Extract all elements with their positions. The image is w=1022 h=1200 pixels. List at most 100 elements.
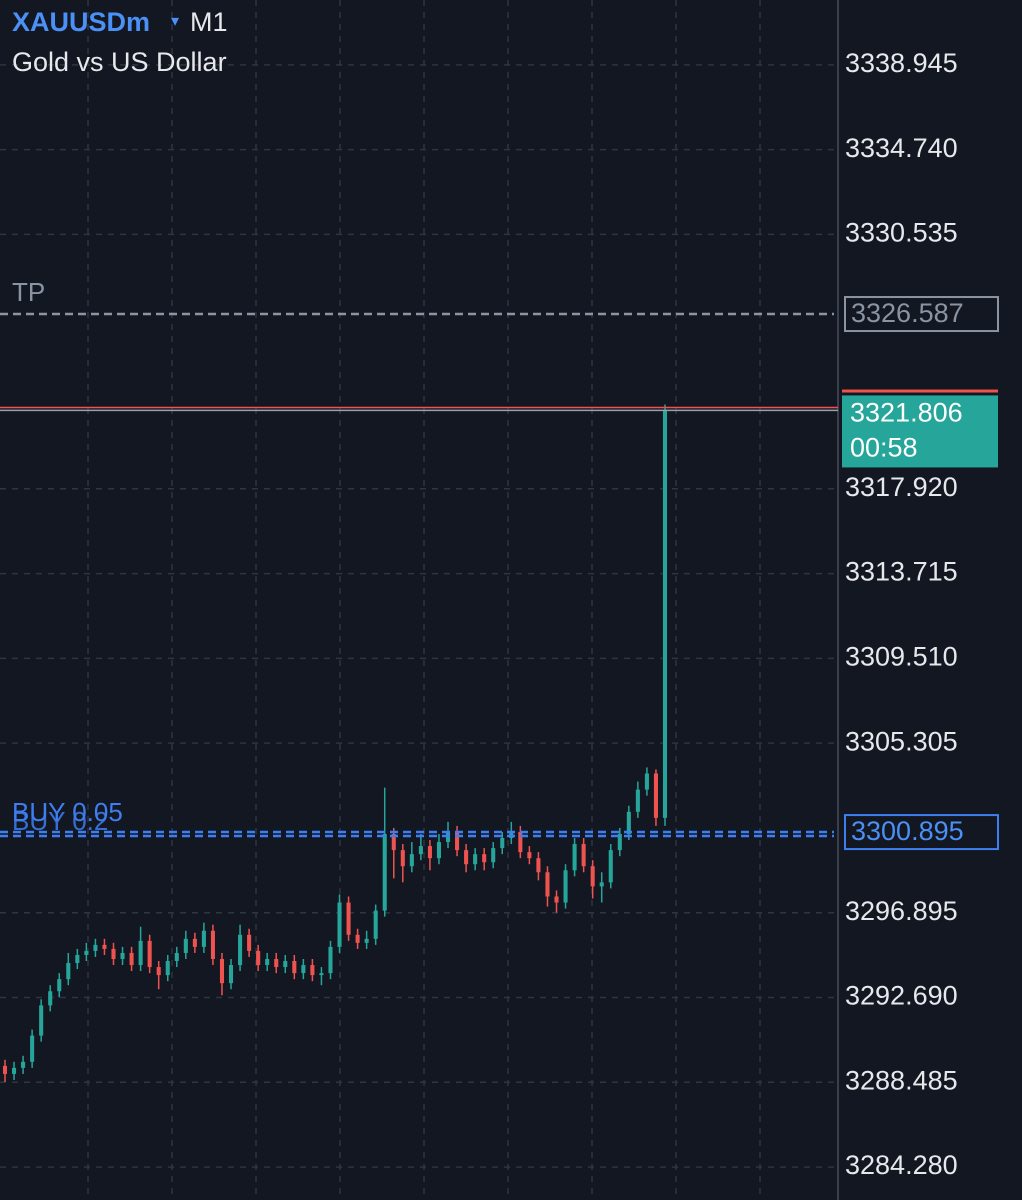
candle-body bbox=[364, 938, 369, 943]
candle bbox=[210, 924, 215, 966]
candle-body bbox=[626, 811, 631, 834]
candle-body bbox=[165, 961, 170, 976]
candle bbox=[662, 404, 668, 826]
candle-body bbox=[39, 1005, 44, 1036]
candle bbox=[57, 973, 62, 998]
candle-body bbox=[455, 831, 460, 851]
candle-body bbox=[48, 991, 53, 1006]
candle-body bbox=[138, 940, 143, 966]
candle bbox=[617, 827, 622, 857]
candle-body bbox=[183, 938, 188, 953]
candle bbox=[563, 864, 568, 909]
candle-body bbox=[238, 934, 243, 966]
candle bbox=[608, 844, 613, 889]
candle-body bbox=[111, 948, 116, 959]
level-price-box bbox=[844, 814, 999, 851]
candle bbox=[192, 932, 197, 953]
y-tick-label: 3305.305 bbox=[845, 726, 958, 756]
timeframe[interactable]: M1 bbox=[190, 7, 228, 37]
candle bbox=[120, 946, 125, 966]
last-price: 3321.806 bbox=[850, 398, 963, 428]
candle bbox=[626, 805, 631, 841]
candle-body bbox=[192, 938, 197, 947]
candle-body bbox=[147, 940, 152, 968]
candle bbox=[165, 954, 170, 982]
candle bbox=[545, 866, 550, 907]
candle-body bbox=[301, 965, 306, 974]
candle-body bbox=[346, 902, 351, 935]
candle-body bbox=[256, 950, 261, 966]
candle bbox=[265, 952, 270, 972]
candle bbox=[418, 833, 423, 861]
candle bbox=[427, 840, 432, 871]
candle-body bbox=[75, 954, 80, 964]
candle-body bbox=[129, 952, 134, 966]
candle-body bbox=[2, 1065, 8, 1074]
y-tick-label: 3284.280 bbox=[845, 1150, 958, 1180]
candle-body bbox=[120, 952, 125, 959]
candle bbox=[219, 952, 225, 996]
y-tick-label: 3309.510 bbox=[845, 641, 958, 671]
y-tick-label: 3292.690 bbox=[845, 981, 958, 1011]
price-box bbox=[842, 395, 998, 468]
candle bbox=[373, 904, 378, 945]
candle-body bbox=[436, 842, 442, 859]
candle bbox=[400, 844, 405, 883]
candle bbox=[599, 872, 604, 903]
candle bbox=[102, 938, 107, 955]
candle-body bbox=[599, 882, 604, 887]
level-label: TP bbox=[12, 277, 45, 307]
candle bbox=[274, 952, 279, 974]
candle-body bbox=[554, 896, 559, 903]
candle bbox=[283, 954, 288, 974]
candle-body bbox=[500, 838, 505, 849]
candle-body bbox=[391, 833, 396, 851]
candle bbox=[635, 781, 640, 818]
candle bbox=[174, 946, 179, 968]
candle bbox=[138, 926, 143, 972]
candle-body bbox=[427, 846, 432, 859]
candle-body bbox=[12, 1067, 17, 1074]
candle-body bbox=[482, 854, 487, 863]
symbol-dropdown[interactable]: ▾ bbox=[171, 13, 179, 30]
candle bbox=[39, 999, 44, 1042]
level-price-box bbox=[844, 296, 999, 333]
candle-body bbox=[662, 410, 668, 818]
candle bbox=[238, 924, 243, 972]
candle-body bbox=[536, 858, 541, 873]
candle bbox=[409, 842, 414, 873]
candle bbox=[436, 833, 442, 865]
candle bbox=[183, 930, 188, 959]
candle-body bbox=[319, 973, 324, 976]
candle-body bbox=[635, 789, 640, 812]
candle bbox=[30, 1029, 35, 1068]
candle bbox=[228, 958, 234, 990]
candle-body bbox=[581, 844, 586, 867]
candle bbox=[310, 958, 315, 982]
candle-body bbox=[84, 950, 89, 955]
candle-body bbox=[310, 965, 315, 976]
candle-body bbox=[219, 958, 225, 984]
candle bbox=[328, 940, 333, 980]
candle bbox=[337, 894, 342, 953]
candle bbox=[382, 787, 387, 917]
symbol[interactable]: XAUUSDm bbox=[12, 7, 150, 37]
candle bbox=[301, 958, 306, 980]
candle-body bbox=[563, 870, 568, 903]
y-tick-label: 3288.485 bbox=[845, 1065, 958, 1095]
candle bbox=[147, 934, 152, 974]
candle-body bbox=[201, 930, 206, 947]
candle-body bbox=[400, 850, 405, 867]
candle-body bbox=[66, 963, 71, 980]
candle-body bbox=[382, 833, 387, 911]
candle-body bbox=[210, 930, 215, 959]
candle bbox=[111, 942, 116, 966]
candle bbox=[12, 1061, 17, 1080]
candle bbox=[590, 860, 595, 899]
candle bbox=[247, 928, 252, 957]
candle bbox=[644, 767, 649, 796]
candle bbox=[355, 928, 360, 949]
candle-body bbox=[274, 958, 279, 968]
ask-marker bbox=[842, 389, 998, 393]
